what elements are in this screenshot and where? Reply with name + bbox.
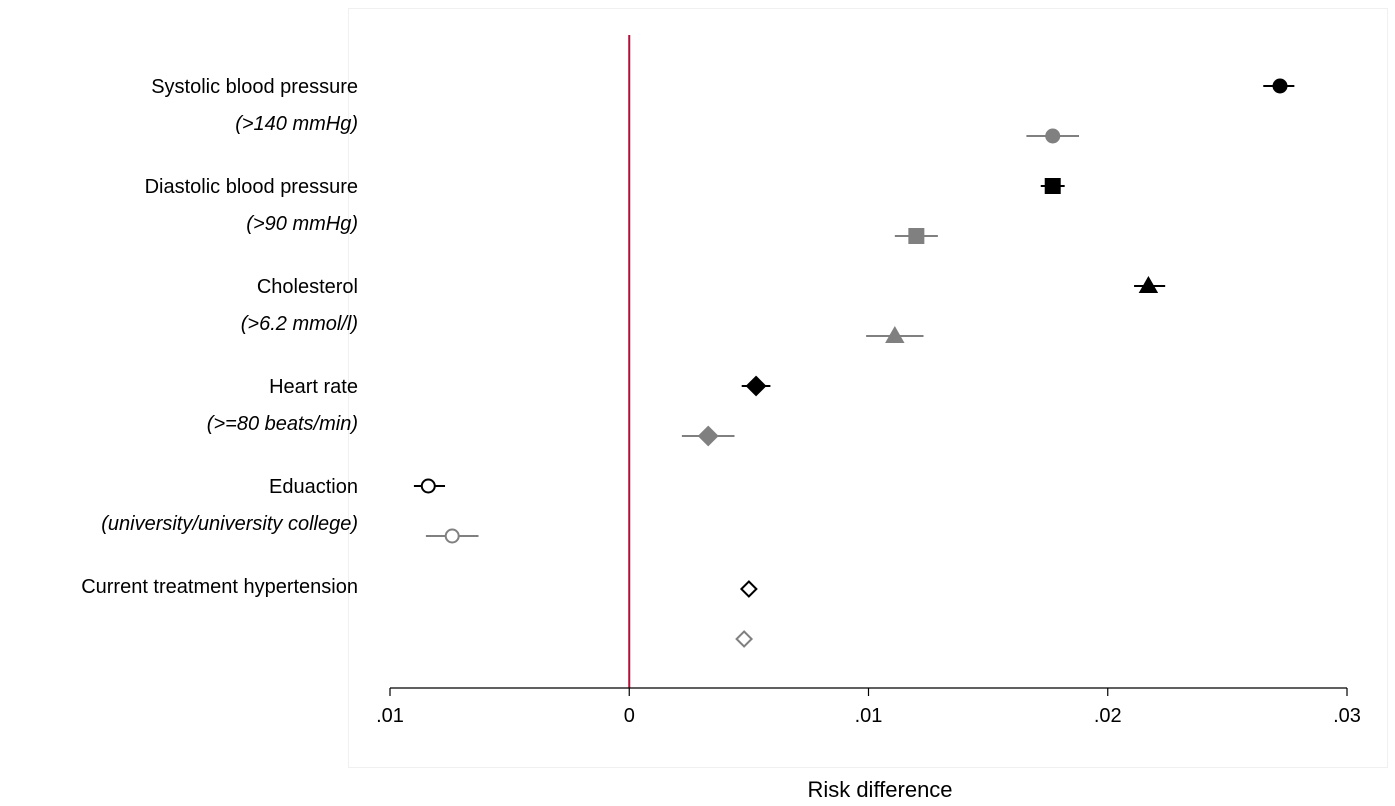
point-estimate: [1045, 128, 1061, 144]
point-estimate: [697, 425, 719, 447]
x-axis: .01 0 .01 .02 .03: [376, 687, 1361, 727]
row-label: Heart rate: [269, 376, 358, 398]
point-estimate: [1272, 78, 1288, 94]
row-label: Eduaction: [269, 476, 358, 498]
x-tick-label: .01: [376, 705, 404, 727]
x-tick-label: .03: [1333, 705, 1361, 727]
x-tick-label: 0: [624, 705, 635, 727]
row-label: Current treatment hypertension: [81, 576, 358, 598]
point-estimate: [739, 580, 758, 598]
row-sublabel: (>6.2 mmol/l): [241, 313, 358, 335]
row-label: Cholesterol: [257, 276, 358, 298]
row-sublabel: (>90 mmHg): [246, 213, 358, 235]
row-sublabel: (>140 mmHg): [235, 113, 358, 135]
point-estimate: [1044, 178, 1061, 194]
row-labels: Systolic blood pressure (>140 mmHg) Diasto…: [81, 76, 358, 598]
point-estimate: [745, 375, 767, 397]
point-estimate: [1138, 275, 1159, 293]
row-sublabel: (university/university college): [101, 513, 358, 535]
x-axis-title: Risk difference: [807, 777, 952, 802]
x-tick-label: .01: [855, 705, 883, 727]
point-estimate: [444, 528, 460, 544]
point-estimate: [908, 228, 925, 244]
point-estimate: [735, 630, 754, 648]
plot-frame: [348, 8, 1388, 768]
point-estimate: [885, 325, 905, 343]
estimate-marks: [413, 78, 1295, 648]
row-label: Systolic blood pressure: [151, 76, 358, 98]
point-estimate: [420, 478, 436, 494]
row-sublabel: (>=80 beats/min): [207, 413, 358, 435]
row-label: Diastolic blood pressure: [145, 176, 358, 198]
x-tick-label: .02: [1094, 705, 1122, 727]
